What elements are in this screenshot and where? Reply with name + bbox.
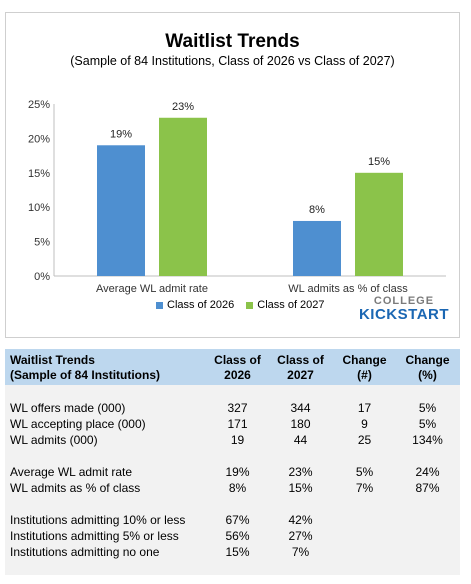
row-label: WL admits as % of class <box>10 481 141 495</box>
header-class-2026: Class of 2026 <box>205 353 270 383</box>
row-change-pct: 134% <box>412 433 443 447</box>
table-row: WL admits as % of class 8% 15% 7% 87% <box>5 480 460 496</box>
row-value-2027: 15% <box>288 481 313 495</box>
y-tick-label: 10% <box>28 202 50 214</box>
y-tick-label: 20% <box>28 133 50 145</box>
row-change-num: 9 <box>361 417 368 431</box>
row-change-pct: 5% <box>418 401 437 415</box>
chart-legend: Class of 2026 Class of 2027 <box>156 299 325 311</box>
row-value-2026: 15% <box>225 545 250 559</box>
x-category-label: WL admits as % of class <box>288 283 408 295</box>
chart-title: Waitlist Trends <box>165 31 300 52</box>
logo-top-text: COLLEGE <box>373 295 435 307</box>
row-value-2026: 67% <box>225 513 250 527</box>
header-class-2027-line1: Class of <box>277 353 324 367</box>
bar <box>293 220 341 276</box>
table-row: Institutions admitting 10% or less 67% 4… <box>5 512 460 528</box>
legend-label-2026: Class of 2026 <box>167 299 235 311</box>
header-class-2027: Class of 2027 <box>268 353 333 383</box>
row-label: WL admits (000) <box>10 433 98 447</box>
row-value-2026: 19% <box>225 465 250 479</box>
bar-data-label: 15% <box>368 156 390 168</box>
row-label: Institutions admitting no one <box>10 545 160 559</box>
row-value-2027: 344 <box>290 401 311 415</box>
row-label: WL offers made (000) <box>10 401 126 415</box>
header-label: Waitlist Trends (Sample of 84 Institutio… <box>10 353 160 383</box>
logo-bottom-text: KICKSTART <box>358 306 450 323</box>
header-class-2026-line2: 2026 <box>224 368 251 382</box>
college-kickstart-logo: COLLEGE KICKSTART <box>353 295 455 323</box>
bar-data-label: 8% <box>309 204 325 216</box>
bar <box>355 172 403 276</box>
header-class-2027-line2: 2027 <box>287 368 314 382</box>
row-label: Institutions admitting 10% or less <box>10 513 186 527</box>
chart-panel: Waitlist Trends (Sample of 84 Institutio… <box>5 12 460 338</box>
row-change-pct: 5% <box>418 417 437 431</box>
row-value-2027: 7% <box>291 545 310 559</box>
row-label: Average WL admit rate <box>10 465 133 479</box>
row-value-2026: 327 <box>227 401 248 415</box>
header-change-pct-line2: (%) <box>418 368 437 382</box>
header-label-line2: (Sample of 84 Institutions) <box>10 368 161 382</box>
row-value-2026: 8% <box>228 481 247 495</box>
row-value-2027: 42% <box>288 513 313 527</box>
table-row: Institutions admitting no one 15% 7% <box>5 544 460 560</box>
header-change-num-line1: Change <box>342 353 387 367</box>
header-change-pct-line1: Change <box>405 353 450 367</box>
table-row: Institutions admitting 5% or less 56% 27… <box>5 528 460 544</box>
row-value-2027: 180 <box>290 417 311 431</box>
header-change-pct: Change (%) <box>395 353 460 383</box>
table-row: WL offers made (000) 327 344 17 5% <box>5 400 460 416</box>
row-label: Institutions admitting 5% or less <box>10 529 179 543</box>
bar-data-label: 23% <box>172 101 194 113</box>
waitlist-table: Waitlist Trends (Sample of 84 Institutio… <box>5 349 460 575</box>
table-header: Waitlist Trends (Sample of 84 Institutio… <box>5 349 460 385</box>
row-value-2027: 44 <box>293 433 308 447</box>
chart-subtitle: (Sample of 84 Institutions, Class of 202… <box>70 54 395 68</box>
row-change-num: 7% <box>355 481 374 495</box>
row-change-num: 5% <box>355 465 374 479</box>
legend-item-2027: Class of 2027 <box>246 299 325 311</box>
row-value-2026: 56% <box>225 529 250 543</box>
header-label-line1: Waitlist Trends <box>10 353 95 367</box>
legend-label-2027: Class of 2027 <box>257 299 325 311</box>
row-value-2026: 171 <box>227 417 248 431</box>
header-class-2026-line1: Class of <box>214 353 261 367</box>
bar <box>159 117 207 276</box>
y-tick-label: 15% <box>28 168 50 180</box>
row-value-2027: 23% <box>288 465 313 479</box>
table-row: WL accepting place (000) 171 180 9 5% <box>5 416 460 432</box>
header-change-num: Change (#) <box>332 353 397 383</box>
row-value-2027: 27% <box>288 529 313 543</box>
legend-swatch-2026 <box>156 301 163 309</box>
bar-data-label: 19% <box>110 128 132 140</box>
y-tick-label: 0% <box>34 271 50 283</box>
legend-swatch-2027 <box>246 301 254 309</box>
table-row: Average WL admit rate 19% 23% 5% 24% <box>5 464 460 480</box>
y-tick-label: 25% <box>28 99 50 111</box>
row-change-pct: 24% <box>415 465 440 479</box>
row-label: WL accepting place (000) <box>10 417 146 431</box>
table-row: WL admits (000) 19 44 25 134% <box>5 432 460 448</box>
x-category-label: Average WL admit rate <box>96 283 208 295</box>
y-tick-label: 5% <box>34 237 50 249</box>
row-value-2026: 19 <box>230 433 245 447</box>
row-change-num: 17 <box>357 401 372 415</box>
legend-item-2026: Class of 2026 <box>156 299 234 311</box>
row-change-num: 25 <box>357 433 372 447</box>
bar-chart: 0% 5% 10% 15% 20% 25% 19% 23% Average WL admit r… <box>28 99 446 295</box>
row-change-pct: 87% <box>415 481 440 495</box>
header-change-num-line2: (#) <box>357 368 372 382</box>
bar <box>97 145 145 276</box>
